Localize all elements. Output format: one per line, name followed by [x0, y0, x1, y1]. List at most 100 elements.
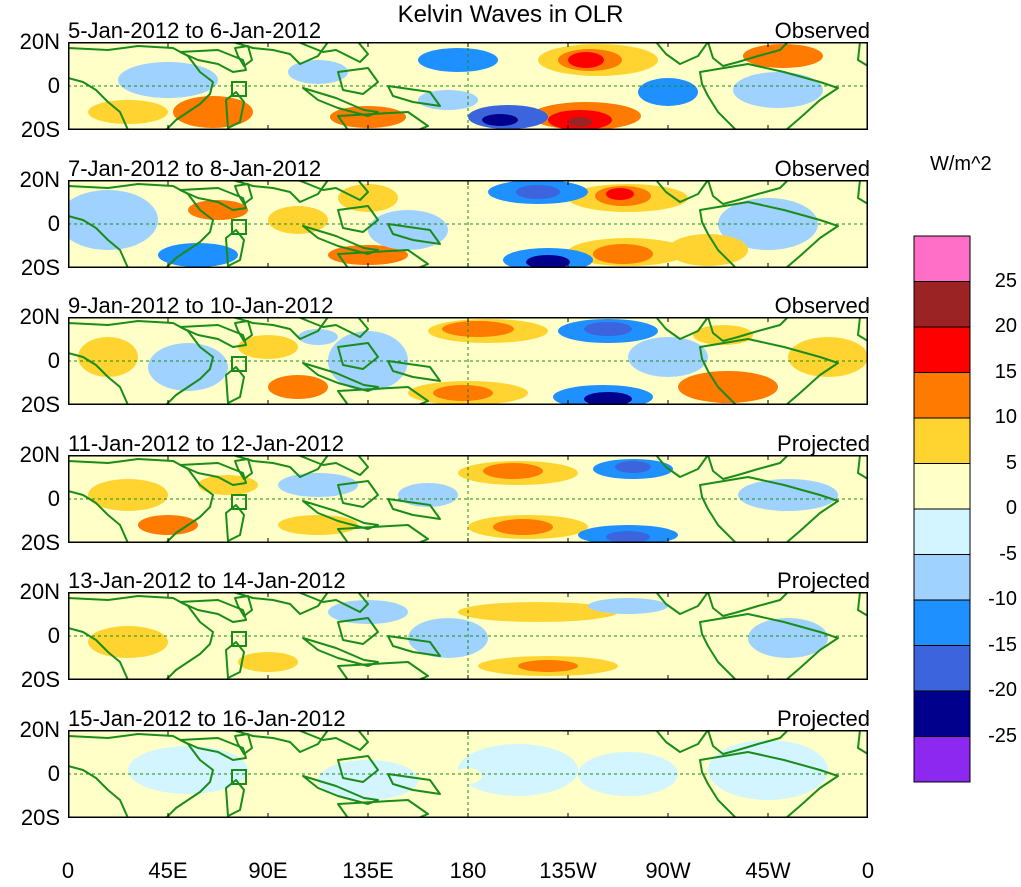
colorbar-tick-label: -25	[988, 724, 1017, 747]
coastline	[655, 180, 709, 203]
anomaly-contour	[638, 78, 698, 106]
anomaly-contour	[483, 463, 543, 479]
anomaly-contour	[454, 768, 482, 784]
coastline	[179, 599, 247, 623]
map-panel: 15-Jan-2012 to 16-Jan-2012 Projected 20N 0 2…	[0, 706, 900, 836]
coastline	[297, 730, 369, 751]
coastline	[699, 751, 839, 818]
latitude-label: 20S	[20, 530, 60, 555]
olr-anomaly-map	[68, 592, 868, 680]
colorbar	[913, 235, 971, 783]
coastline	[232, 42, 329, 65]
latitude-label: 20N	[19, 29, 60, 54]
coastline	[337, 755, 379, 783]
latitude-label: 0	[47, 761, 60, 786]
coastline	[234, 595, 253, 617]
panel-status: Projected	[777, 568, 870, 593]
coastline	[857, 317, 868, 342]
olr-anomaly-map	[68, 455, 868, 543]
panel-date-range: 13-Jan-2012 to 14-Jan-2012	[68, 568, 346, 593]
figure-title: Kelvin Waves in OLR	[397, 1, 624, 28]
anomaly-contour	[118, 62, 218, 98]
map-frame	[68, 455, 868, 543]
map-frame	[68, 42, 868, 130]
coastline	[297, 180, 369, 201]
map-frame	[68, 180, 868, 268]
map-frame	[68, 592, 868, 680]
panel-date-range: 9-Jan-2012 to 10-Jan-2012	[68, 293, 334, 318]
panel-date-range: 7-Jan-2012 to 8-Jan-2012	[68, 156, 322, 181]
coastline	[297, 455, 369, 476]
colorbar-swatch	[913, 235, 971, 282]
panel-date-range: 15-Jan-2012 to 16-Jan-2012	[68, 706, 346, 731]
anomaly-contour	[188, 200, 248, 220]
coastline	[297, 317, 369, 338]
latitude-label: 20S	[20, 255, 60, 280]
coastline	[232, 317, 329, 340]
colorbar-tick-label: -20	[988, 679, 1017, 701]
latitude-label: 20S	[20, 117, 60, 142]
coastline	[857, 455, 868, 480]
anomaly-contour	[733, 72, 823, 108]
coastline	[337, 342, 379, 370]
anomaly-contour	[584, 322, 632, 336]
anomaly-contour	[593, 244, 653, 264]
region-box	[231, 631, 247, 647]
latitude-label: 20N	[19, 717, 60, 742]
coastline	[337, 661, 429, 680]
coastline	[232, 592, 329, 615]
coastline	[225, 229, 245, 267]
coastline	[179, 187, 247, 211]
latitude-label: 20N	[19, 442, 60, 467]
anomaly-contour	[268, 375, 328, 399]
x-tick-label: 45W	[745, 858, 791, 883]
latitude-label: 0	[47, 486, 60, 511]
anomaly-contour	[238, 335, 298, 359]
coastline	[68, 320, 214, 405]
anomaly-contour	[606, 188, 634, 200]
anomaly-contour	[88, 100, 168, 124]
colorbar-swatch	[913, 736, 971, 783]
anomaly-contour	[718, 198, 818, 250]
coastline	[225, 366, 245, 404]
coastline	[234, 733, 253, 755]
anomaly-contour	[743, 44, 823, 68]
x-tick-label: 180	[449, 858, 487, 883]
coastline	[387, 773, 441, 795]
coastline	[225, 641, 245, 679]
anomaly-contour	[298, 329, 338, 345]
anomaly-contour	[328, 245, 408, 265]
coastline	[68, 733, 214, 818]
latitude-label: 0	[47, 211, 60, 236]
coastline	[225, 504, 245, 542]
region-box	[231, 81, 247, 97]
latitude-label: 0	[47, 73, 60, 98]
colorbar-swatch	[913, 463, 971, 510]
coastline	[699, 63, 839, 130]
anomaly-contour	[198, 475, 258, 495]
anomaly-contour	[568, 52, 604, 68]
coastline	[337, 249, 429, 268]
anomaly-contour	[615, 461, 651, 473]
anomaly-contour	[158, 243, 238, 267]
anomaly-contour	[788, 337, 868, 377]
anomaly-contour	[433, 385, 493, 401]
coastline	[68, 45, 214, 130]
map-panel: 11-Jan-2012 to 12-Jan-2012 Projected 20N 0 2…	[0, 431, 900, 561]
colorbar-tick-label: 25	[994, 269, 1017, 292]
anomaly-contour	[493, 519, 553, 535]
coastline	[179, 324, 247, 348]
anomaly-contour	[418, 90, 478, 110]
anomaly-contour	[418, 48, 498, 72]
coastline	[68, 183, 214, 268]
coastline	[68, 458, 214, 543]
coastline	[337, 111, 429, 130]
coastline	[179, 49, 247, 73]
latitude-label: 20S	[20, 392, 60, 417]
latitude-label: 20N	[19, 579, 60, 604]
panel-date-range: 5-Jan-2012 to 6-Jan-2012	[68, 18, 322, 43]
colorbar-swatch	[913, 690, 971, 737]
coastline	[655, 42, 709, 65]
olr-anomaly-map	[68, 42, 868, 130]
map-panel: 5-Jan-2012 to 6-Jan-2012 Observed 20N 0 20S	[0, 18, 900, 148]
